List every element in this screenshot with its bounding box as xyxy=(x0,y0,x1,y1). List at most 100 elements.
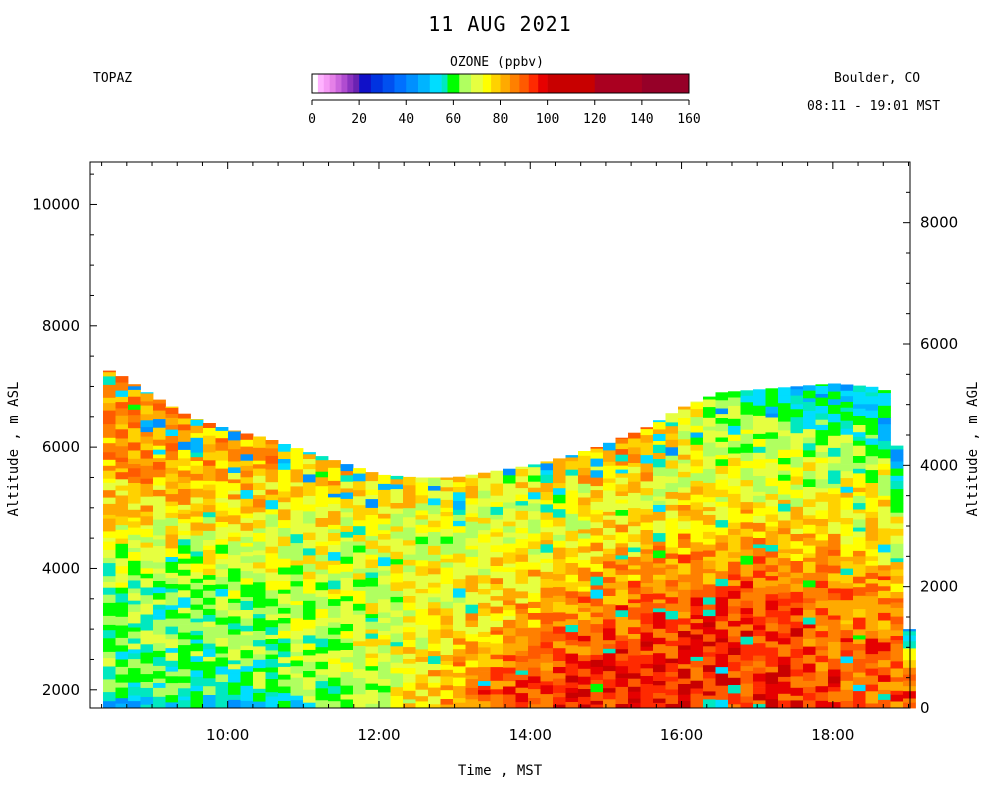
heatmap-cell xyxy=(628,647,641,656)
heatmap-cell xyxy=(290,600,304,605)
heatmap-cell xyxy=(565,687,579,693)
heatmap-cell xyxy=(703,615,716,623)
heatmap-cell xyxy=(390,616,404,626)
heatmap-cell xyxy=(478,685,491,691)
heatmap-cell xyxy=(203,545,216,550)
heatmap-cell xyxy=(403,554,416,560)
heatmap-cell xyxy=(440,536,454,544)
heatmap-cell xyxy=(565,613,579,620)
heatmap-cell xyxy=(890,528,904,536)
heatmap-cell xyxy=(615,499,629,504)
heatmap-cell xyxy=(640,668,654,676)
heatmap-cell xyxy=(528,548,541,555)
heatmap-cell xyxy=(178,518,191,524)
heatmap-cell xyxy=(690,564,704,572)
heatmap-cell xyxy=(440,588,454,598)
heatmap-cell xyxy=(753,537,766,545)
heatmap-cell xyxy=(128,682,141,687)
heatmap-cell xyxy=(828,658,841,664)
colorbar-swatch xyxy=(441,74,448,93)
heatmap-cell xyxy=(728,620,741,627)
heatmap-cell xyxy=(428,554,441,562)
heatmap-cell xyxy=(715,562,729,572)
heatmap-cell xyxy=(403,571,416,582)
heatmap-cell xyxy=(253,519,266,529)
heatmap-cell xyxy=(690,408,704,418)
heatmap-cell xyxy=(728,661,741,672)
heatmap-cell xyxy=(828,439,841,448)
heatmap-cell xyxy=(740,414,754,424)
heatmap-cell xyxy=(665,658,679,664)
heatmap-cell xyxy=(265,691,279,697)
heatmap-cell xyxy=(815,469,829,480)
heatmap-cell xyxy=(778,548,791,553)
heatmap-cell xyxy=(153,439,166,446)
heatmap-cell xyxy=(540,558,554,563)
heatmap-cell xyxy=(190,522,204,531)
heatmap-cell xyxy=(115,557,129,567)
heatmap-cell xyxy=(115,651,129,660)
heatmap-cell xyxy=(728,590,741,599)
heatmap-cell xyxy=(778,394,791,404)
heatmap-cell xyxy=(628,547,641,553)
heatmap-cell xyxy=(140,449,154,459)
heatmap-cell xyxy=(340,630,354,639)
heatmap-cell xyxy=(115,666,129,675)
heatmap-cell xyxy=(578,567,591,575)
heatmap-cell xyxy=(690,693,704,703)
heatmap-cell xyxy=(215,538,229,545)
heatmap-cell xyxy=(803,506,816,516)
heatmap-cell xyxy=(203,427,216,436)
heatmap-cell xyxy=(578,654,591,662)
heatmap-cell xyxy=(890,643,904,653)
heatmap-cell xyxy=(240,542,254,547)
heatmap-cell xyxy=(115,382,129,391)
heatmap-cell xyxy=(203,516,216,524)
heatmap-cell xyxy=(115,593,129,603)
heatmap-cell xyxy=(278,603,291,608)
heatmap-cell xyxy=(253,494,266,500)
heatmap-cell xyxy=(728,574,741,581)
heatmap-cell xyxy=(678,406,691,410)
heatmap-cell xyxy=(265,447,279,456)
heatmap-cell xyxy=(378,533,391,540)
heatmap-cell xyxy=(815,492,829,498)
heatmap-cell xyxy=(140,614,154,623)
heatmap-cell xyxy=(403,702,416,709)
heatmap-cell xyxy=(765,388,779,391)
heatmap-cell xyxy=(415,592,429,601)
heatmap-cell xyxy=(715,638,729,643)
heatmap-cell xyxy=(603,548,616,554)
heatmap-cell xyxy=(453,693,466,699)
heatmap-cell xyxy=(165,424,179,430)
heatmap-cell xyxy=(890,449,904,455)
heatmap-cell xyxy=(840,442,854,450)
heatmap-cell xyxy=(328,467,341,473)
heatmap-cell xyxy=(440,558,454,563)
heatmap-cell xyxy=(840,620,854,625)
heatmap-cell xyxy=(703,506,716,512)
heatmap-cell xyxy=(803,390,816,399)
heatmap-cell xyxy=(640,500,654,510)
heatmap-cell xyxy=(865,395,879,405)
heatmap-cell xyxy=(503,697,516,702)
heatmap-cell xyxy=(128,396,141,405)
heatmap-cell xyxy=(865,517,879,527)
heatmap-cell xyxy=(753,410,766,416)
heatmap-cell xyxy=(553,692,566,698)
heatmap-cell xyxy=(840,390,854,397)
heatmap-cell xyxy=(103,646,116,652)
heatmap-cell xyxy=(278,491,291,498)
heatmap-cell xyxy=(128,560,141,570)
heatmap-cell xyxy=(815,487,829,493)
heatmap-cell xyxy=(715,458,729,466)
heatmap-cell xyxy=(878,458,891,464)
heatmap-cell xyxy=(103,389,116,398)
heatmap-cell xyxy=(528,650,541,659)
heatmap-cell xyxy=(790,484,804,490)
heatmap-cell xyxy=(178,509,191,514)
heatmap-cell xyxy=(340,541,354,548)
heatmap-cell xyxy=(328,460,341,468)
heatmap-cell xyxy=(890,607,904,617)
heatmap-cell xyxy=(265,658,279,668)
